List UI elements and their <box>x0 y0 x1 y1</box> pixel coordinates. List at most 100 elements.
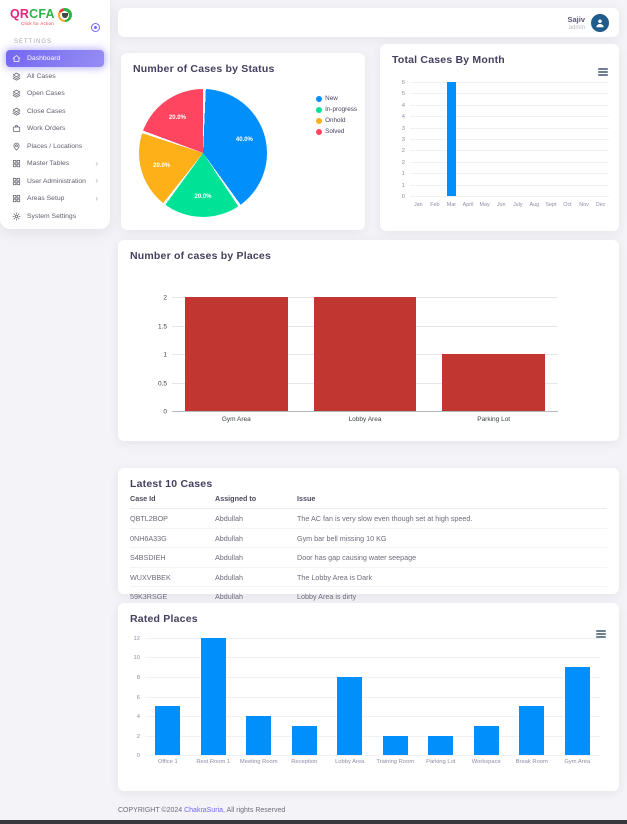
bar-slot <box>543 82 560 196</box>
gridline: 8 <box>137 675 600 681</box>
y-axis-label: 10 <box>133 655 140 662</box>
bar-slot <box>327 638 373 755</box>
gridline: 3 <box>402 126 609 132</box>
column-header-case-id: Case Id <box>130 490 215 509</box>
brand-link[interactable]: ChakraSuria <box>184 807 224 814</box>
table-row: 0NH6A33G Abdullah Gym bar bell missing 10 … <box>130 528 607 549</box>
x-axis-label: July <box>512 202 523 208</box>
bar <box>184 297 288 411</box>
bar-slot <box>429 297 558 411</box>
sidebar-item-areas-setup[interactable]: Areas Setup › <box>6 190 104 207</box>
bar-slot <box>509 82 526 196</box>
chevron-right-icon: › <box>95 193 98 203</box>
sidebar-item-places-locations[interactable]: Places / Locations <box>6 138 104 155</box>
column-header-issue: Issue <box>297 490 607 509</box>
sidebar-item-master-tables[interactable]: Master Tables › <box>6 155 104 172</box>
x-axis-label: Jun <box>496 202 506 208</box>
bar-slot <box>476 82 493 196</box>
sidebar-item-label: Open Cases <box>27 90 65 97</box>
sidebar-item-work-orders[interactable]: Work Orders <box>6 120 104 137</box>
bar <box>291 725 317 755</box>
sidebar-item-dashboard[interactable]: Dashboard <box>6 50 104 67</box>
gridline: 5 <box>402 91 609 97</box>
chart-menu-icon[interactable] <box>598 68 608 76</box>
gridline: 12 <box>134 636 600 642</box>
y-axis-label: 5 <box>401 80 405 86</box>
legend-dot <box>316 117 323 124</box>
legend-item-onhold[interactable]: Onhold <box>316 117 357 124</box>
avatar[interactable] <box>591 13 609 32</box>
layers-icon <box>12 72 21 81</box>
sidebar-item-open-cases[interactable]: Open Cases <box>6 85 104 102</box>
sidebar-item-close-cases[interactable]: Close Cases <box>6 103 104 120</box>
y-axis-label: 4 <box>136 713 140 720</box>
bar <box>382 735 408 755</box>
bar-slot <box>373 638 419 755</box>
bar-slot <box>282 638 328 755</box>
y-axis-label: 2 <box>163 294 167 302</box>
table-cell: The AC fan is very slow even though set … <box>297 508 607 529</box>
bar-slot <box>191 638 237 755</box>
card-title: Latest 10 Cases <box>130 478 213 490</box>
app-logo[interactable]: QRCFA Click for Action <box>6 8 104 32</box>
x-axis-label: Office 1 <box>157 759 178 765</box>
chevron-right-icon: › <box>95 158 98 168</box>
y-axis-label: 0 <box>163 408 167 416</box>
sidebar-item-user-administration[interactable]: User Administration › <box>6 173 104 190</box>
grid-icon <box>12 159 21 168</box>
sidebar-item-label: All Cases <box>27 72 56 80</box>
y-axis-label: 12 <box>133 636 140 642</box>
gridline: 1 <box>402 183 609 189</box>
legend-item-in-progress[interactable]: In-progress <box>316 106 357 113</box>
bar <box>473 725 499 755</box>
y-axis-label: 4 <box>401 102 405 109</box>
sidebar-pin-toggle-icon[interactable] <box>91 23 100 32</box>
rated-bar-chart: 12 10 8 6 4 2 0 Office 1 Rest Room 1 Meeting Roo… <box>134 636 600 778</box>
user-role: admin <box>568 24 585 31</box>
logo-mark-icon <box>57 8 72 22</box>
places-bar-chart: 2 1.5 1 0.5 0 Gym Area Lobby Area Parking Lot <box>158 295 558 432</box>
x-axis-label: Training Room <box>376 759 415 765</box>
legend-label: New <box>325 95 338 102</box>
sidebar-item-label: System Settings <box>27 212 77 220</box>
x-axis-label: Parking Lot <box>477 416 511 423</box>
rated-places-card: Rated Places 12 10 8 6 4 2 0 Office 1 Rest Room… <box>118 603 619 791</box>
home-icon <box>12 54 21 63</box>
bar <box>519 706 545 755</box>
bar <box>313 297 417 411</box>
gridline: 4 <box>137 714 600 720</box>
legend-label: Solved <box>325 128 345 135</box>
legend-dot <box>316 128 323 135</box>
table-cell: Door has gap causing water seepage <box>297 547 607 568</box>
x-axis-label: Meeting Room <box>239 759 278 765</box>
chart-menu-icon[interactable] <box>596 630 606 638</box>
x-axis-label: Break Room <box>515 759 548 765</box>
x-axis-label: May <box>479 202 490 208</box>
sidebar-item-system-settings[interactable]: System Settings <box>6 208 104 225</box>
x-axis-label: Feb <box>430 202 440 208</box>
sidebar-item-label: Close Cases <box>27 107 66 115</box>
x-axis-label: Lobby Area <box>335 759 365 765</box>
legend-item-new[interactable]: New <box>316 95 357 102</box>
y-axis-label: 1 <box>401 182 405 189</box>
x-axis-label: Reception <box>291 759 318 765</box>
table-cell: S4BSDIEH <box>130 547 215 568</box>
latest-cases-card: Latest 10 Cases Case Id Assigned to Issue … <box>118 468 619 607</box>
month-bar-chart: 5 5 4 4 3 3 2 2 1 1 0 Jan Feb Mar April May Jun July Aug S… <box>402 80 609 222</box>
y-axis-label: 6 <box>136 694 140 701</box>
y-axis-label: 0.5 <box>157 380 167 387</box>
y-axis-label: 4 <box>401 114 405 121</box>
table-cell: Abdullah <box>215 547 297 568</box>
y-axis-label: 2 <box>136 733 140 740</box>
legend-item-solved[interactable]: Solved <box>316 128 357 135</box>
gridline: 4 <box>402 114 609 120</box>
x-axis-label: Dec <box>595 202 606 208</box>
sidebar-item-all-cases[interactable]: All Cases <box>6 68 104 85</box>
x-axis-label: Gym Area <box>564 759 591 765</box>
y-axis-label: 1.5 <box>157 323 167 330</box>
card-title: Rated Places <box>130 613 198 625</box>
cases-by-status-card: Number of Cases by Status 40.0% 20.0% 20.0… <box>121 53 365 230</box>
sidebar-menu: Dashboard All Cases Open Cases Close Cases W… <box>6 50 104 225</box>
x-axis-label: April <box>462 202 474 208</box>
y-axis-label: 3 <box>401 125 405 132</box>
